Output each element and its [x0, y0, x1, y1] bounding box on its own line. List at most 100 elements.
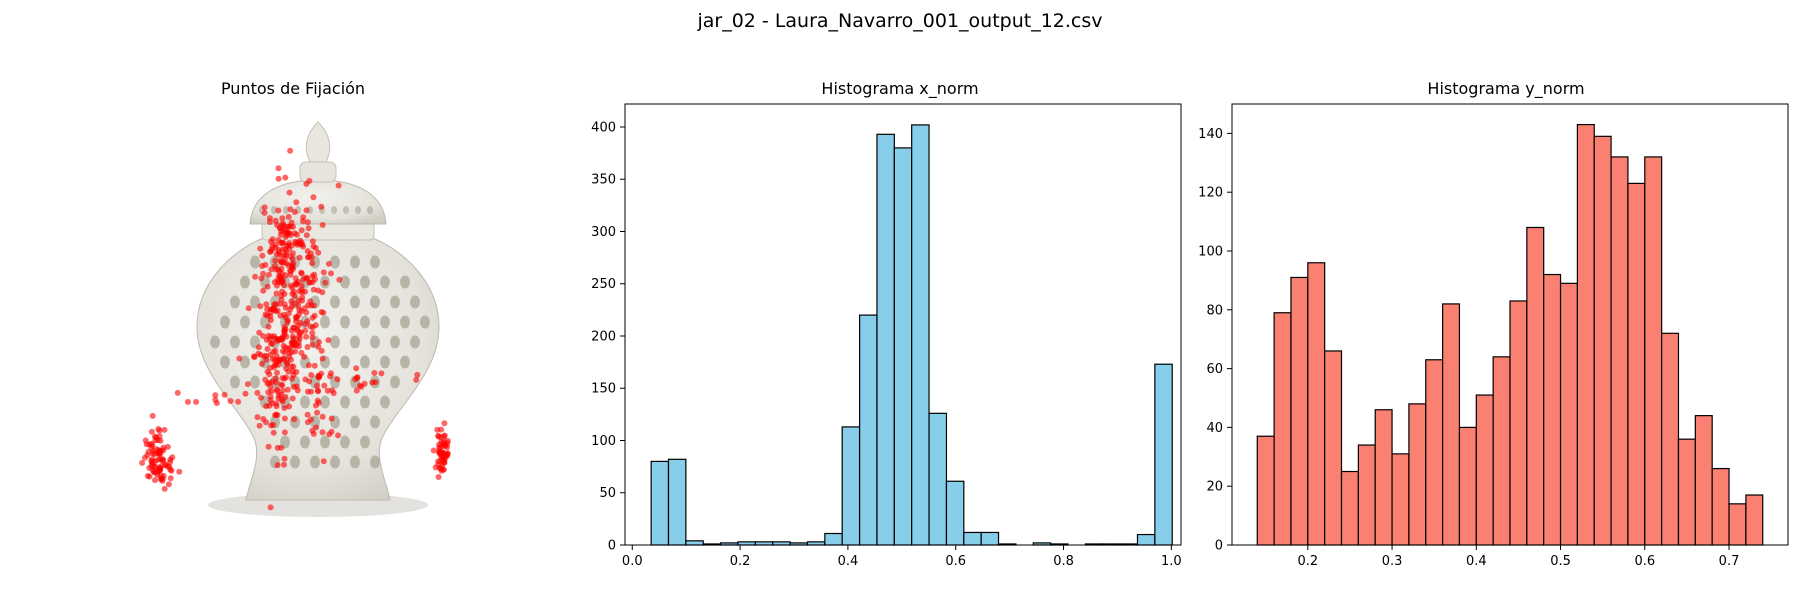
fixation-point: [151, 468, 158, 475]
fixation-point: [259, 360, 265, 367]
histogram-x-bar: [945, 480, 965, 546]
histogram-x-xtick-label: 1.0: [1161, 554, 1182, 569]
fixation-point: [284, 386, 291, 393]
histogram-x-norm-panel: Histograma x_norm 0.0 0.2 0.4 0.6 0.8 1.0 0 50 1…: [591, 79, 1182, 569]
fixation-point: [168, 467, 175, 474]
fixation-point: [281, 405, 288, 411]
histogram-y-bar: [1576, 123, 1595, 546]
fixation-point: [277, 279, 284, 286]
fixation-point: [293, 281, 300, 288]
fixation-point: [264, 283, 271, 290]
fixation-point: [262, 311, 269, 318]
fixation-point: [353, 387, 360, 394]
fixation-point: [290, 260, 297, 267]
histogram-x-bar: [980, 531, 1000, 546]
fixation-points: [139, 147, 451, 511]
fixation-point: [305, 362, 312, 369]
fixation-point: [325, 260, 332, 267]
fixation-point: [309, 341, 316, 348]
fixation-point: [265, 443, 272, 450]
fixation-point: [316, 339, 322, 346]
fixation-point: [358, 383, 365, 390]
fixation-point: [291, 416, 298, 423]
histogram-x-ytick-label: 350: [591, 173, 616, 188]
fixation-point: [287, 253, 294, 260]
fixation-point: [257, 245, 264, 252]
histogram-y-ytick-label: 100: [1198, 245, 1223, 260]
fixation-point: [320, 458, 327, 465]
fixation-point: [288, 219, 295, 226]
fixation-point: [283, 365, 290, 372]
fixation-point: [280, 221, 287, 228]
fixation-point: [264, 368, 271, 375]
fixation-point: [301, 353, 308, 360]
histogram-x-xtick-label: 0.6: [945, 554, 966, 569]
fixation-point: [257, 351, 264, 358]
histogram-x-bar: [911, 124, 930, 546]
fixation-point: [281, 429, 288, 436]
fixation-point: [160, 473, 167, 479]
fixation-point: [319, 355, 326, 362]
fixation-point: [244, 381, 251, 388]
fixation-point: [328, 370, 334, 377]
fixation-point: [441, 420, 448, 427]
fixation-point: [283, 251, 289, 258]
fixation-point: [287, 147, 294, 154]
fixation-point: [306, 177, 313, 184]
histogram-x-bar: [667, 458, 687, 546]
fixation-point: [309, 238, 316, 245]
fixation-point: [167, 456, 174, 463]
fixation-point: [165, 481, 172, 488]
fixation-point: [279, 382, 286, 389]
histogram-x-axes-frame: [624, 103, 1182, 546]
fixation-point: [439, 449, 446, 456]
histogram-y-axes-frame: [1231, 103, 1789, 546]
fixation-point: [277, 391, 284, 398]
histogram-y-xtick-label: 0.3: [1382, 554, 1403, 569]
fixation-point: [311, 362, 318, 369]
fixation-point: [284, 319, 291, 326]
fixation-point: [309, 427, 316, 434]
histogram-y-bar: [1374, 409, 1393, 546]
fixation-point: [309, 330, 316, 336]
fixation-point: [221, 391, 228, 398]
fixation-point: [322, 279, 329, 286]
fixation-point: [414, 371, 421, 378]
fixation-point: [276, 249, 283, 256]
fixation-point: [268, 238, 275, 245]
histogram-y-xtick-label: 0.6: [1634, 554, 1655, 569]
histogram-y-bar: [1408, 403, 1427, 546]
fixation-point: [267, 397, 274, 404]
fixation-point: [271, 307, 278, 313]
fixation-point: [273, 403, 280, 410]
fixation-point: [298, 282, 305, 289]
histogram-y-ytick-label: 60: [1206, 362, 1223, 377]
fixation-point: [296, 254, 303, 261]
fixation-point: [308, 372, 315, 378]
fixation-point: [315, 249, 322, 256]
fixation-point: [437, 458, 444, 464]
fixation-point: [304, 344, 311, 350]
histogram-y-bar: [1324, 350, 1343, 546]
fixation-point: [167, 475, 174, 482]
histogram-y-bar: [1357, 444, 1376, 546]
fixation-point: [159, 477, 166, 484]
histogram-x-bar: [928, 412, 948, 546]
histogram-x-ytick-label: 200: [591, 329, 616, 344]
fixation-point: [292, 275, 299, 282]
fixation-point: [193, 398, 200, 405]
fixation-point: [315, 388, 322, 395]
fixation-point: [256, 422, 263, 429]
fixation-point: [318, 347, 325, 354]
fixation-point: [281, 455, 288, 462]
fixation-point: [263, 301, 270, 308]
fixation-point: [273, 352, 280, 359]
fixation-point: [145, 448, 152, 455]
fixation-point: [266, 380, 273, 386]
fixation-point: [242, 390, 249, 397]
fixation-point: [261, 204, 268, 211]
fixation-point: [319, 413, 326, 420]
fixation-point: [353, 365, 360, 372]
fixation-point: [310, 194, 317, 201]
fixation-point: [260, 270, 267, 277]
